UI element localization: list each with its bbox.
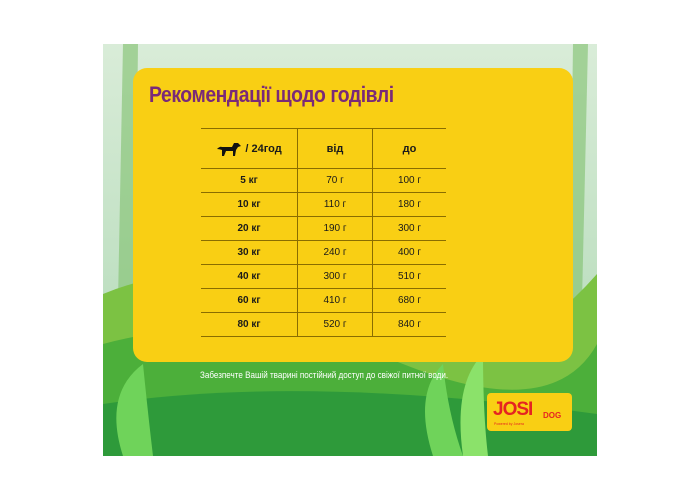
weight-cell: 30 кг: [201, 240, 298, 265]
from-cell: 240 г: [297, 240, 373, 265]
weight-cell: 20 кг: [201, 216, 298, 241]
to-cell: 300 г: [372, 216, 446, 241]
to-cell: 510 г: [372, 264, 446, 289]
to-header: до: [372, 128, 446, 169]
weight-cell: 10 кг: [201, 192, 298, 217]
to-cell: 400 г: [372, 240, 446, 265]
to-cell: 100 г: [372, 168, 446, 193]
table-header-row: / 24год від до: [201, 128, 446, 169]
weight-cell: 80 кг: [201, 312, 298, 337]
from-cell: 70 г: [297, 168, 373, 193]
weight-cell: 40 кг: [201, 264, 298, 289]
from-cell: 190 г: [297, 216, 373, 241]
feeding-infographic: Рекомендації щодо годівлі / 24год від до…: [103, 44, 597, 456]
water-note: Забезпечте Вашій тварині постійний досту…: [200, 370, 449, 381]
table-row: 80 кг 520 г 840 г: [201, 312, 446, 337]
josidog-logo: JOSI DOG Powered by Josera: [487, 393, 572, 431]
table-row: 60 кг 410 г 680 г: [201, 288, 446, 313]
table-row: 30 кг 240 г 400 г: [201, 240, 446, 265]
table-row: 5 кг 70 г 100 г: [201, 168, 446, 193]
table-row: 20 кг 190 г 300 г: [201, 216, 446, 241]
from-header: від: [297, 128, 373, 169]
table-row: 10 кг 110 г 180 г: [201, 192, 446, 217]
page-title: Рекомендації щодо годівлі: [149, 82, 394, 107]
to-cell: 840 г: [372, 312, 446, 337]
weight-cell: 5 кг: [201, 168, 298, 193]
to-cell: 180 г: [372, 192, 446, 217]
weight-cell: 60 кг: [201, 288, 298, 313]
from-cell: 110 г: [297, 192, 373, 217]
from-cell: 300 г: [297, 264, 373, 289]
feeding-card: Рекомендації щодо годівлі / 24год від до…: [133, 68, 573, 362]
weight-header: / 24год: [201, 128, 298, 169]
from-cell: 520 г: [297, 312, 373, 337]
table-row: 40 кг 300 г 510 г: [201, 264, 446, 289]
from-cell: 410 г: [297, 288, 373, 313]
dog-icon: [217, 142, 242, 156]
to-cell: 680 г: [372, 288, 446, 313]
